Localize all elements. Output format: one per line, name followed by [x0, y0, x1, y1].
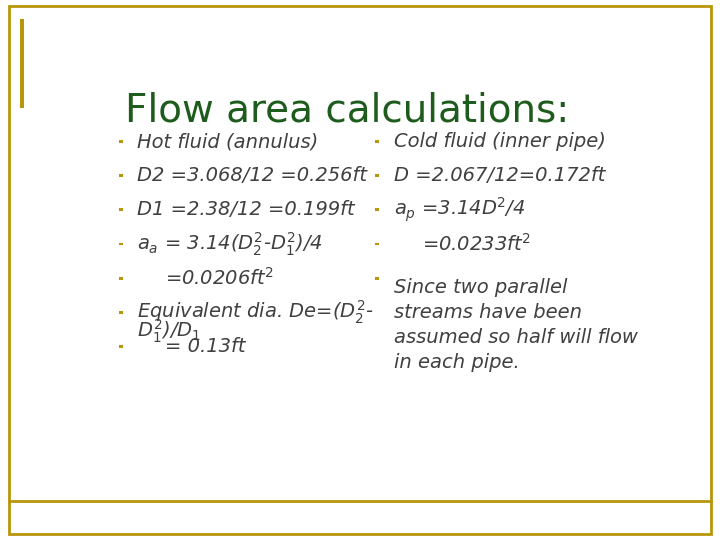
- Text: =0.0233ft$^2$: =0.0233ft$^2$: [422, 233, 531, 255]
- Text: Cold fluid (inner pipe): Cold fluid (inner pipe): [394, 132, 606, 151]
- Bar: [119, 208, 122, 211]
- Bar: [119, 140, 122, 143]
- Text: = 0.13ft: = 0.13ft: [166, 337, 246, 356]
- Bar: [375, 276, 379, 280]
- Bar: [375, 140, 379, 143]
- Text: Hot fluid (annulus): Hot fluid (annulus): [138, 132, 319, 151]
- Text: Equivalent dia. De=($D_2^2$-: Equivalent dia. De=($D_2^2$-: [138, 299, 374, 326]
- Text: D =2.067/12=0.172ft: D =2.067/12=0.172ft: [394, 166, 606, 185]
- Text: =0.0206ft$^2$: =0.0206ft$^2$: [166, 267, 274, 289]
- Bar: [119, 174, 122, 177]
- Bar: [119, 345, 122, 348]
- Bar: [119, 310, 122, 314]
- Bar: [375, 174, 379, 177]
- Bar: [375, 242, 379, 246]
- Text: Since two parallel
streams have been
assumed so half will flow
in each pipe.: Since two parallel streams have been ass…: [394, 278, 638, 372]
- Text: D1 =2.38/12 =0.199ft: D1 =2.38/12 =0.199ft: [138, 200, 355, 219]
- Text: $a_p$ =3.14D$^2$/4: $a_p$ =3.14D$^2$/4: [394, 195, 526, 224]
- Bar: [119, 242, 122, 246]
- Bar: [375, 208, 379, 211]
- Text: Flow area calculations:: Flow area calculations:: [125, 92, 569, 130]
- Text: D2 =3.068/12 =0.256ft: D2 =3.068/12 =0.256ft: [138, 166, 367, 185]
- Text: $D_1^2$)/$D_1$: $D_1^2$)/$D_1$: [138, 318, 202, 345]
- Text: $a_a$ = 3.14($D_2^2$-$D_1^2$)/4: $a_a$ = 3.14($D_2^2$-$D_1^2$)/4: [138, 230, 323, 258]
- Bar: [119, 276, 122, 280]
